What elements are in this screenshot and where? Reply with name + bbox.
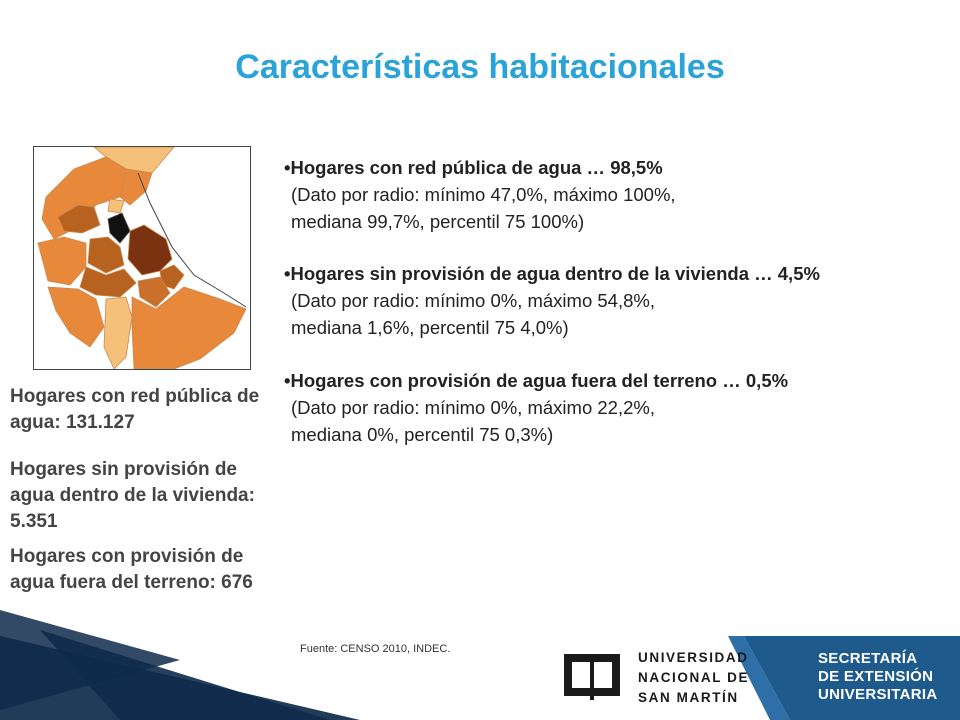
- unsam-logo-icon: [564, 654, 620, 700]
- university-name: UNIVERSIDAD NACIONAL DE SAN MARTÍN: [638, 650, 750, 705]
- bullet-item: •Hogares con provisión de agua fuera del…: [284, 368, 904, 448]
- map-region: [107, 212, 131, 244]
- source-note: Fuente: CENSO 2010, INDEC.: [300, 643, 451, 655]
- bullet-detail: (Dato por radio: mínimo 47,0%, máximo 10…: [291, 183, 676, 232]
- map-region: [87, 236, 125, 274]
- map-region: [107, 198, 125, 214]
- map-region: [37, 236, 87, 286]
- page-title: Características habitacionales: [235, 48, 725, 86]
- coastline: [137, 172, 247, 308]
- bullet-item: •Hogares con red pública de agua … 98,5%…: [284, 155, 904, 235]
- bullet-detail: (Dato por radio: mínimo 0%, máximo 22,2%…: [291, 396, 655, 445]
- map-region: [57, 204, 101, 234]
- bullet-head: •Hogares con provisión de agua fuera del…: [284, 369, 789, 391]
- bullet-head: •Hogares con red pública de agua … 98,5%: [284, 157, 663, 178]
- bullet-item: •Hogares sin provisión de agua dentro de…: [284, 261, 904, 341]
- map-region: [103, 296, 133, 369]
- stats-panel: Hogares con red pública de agua: 131.127…: [10, 384, 278, 617]
- map-region: [131, 286, 247, 369]
- map-region: [127, 224, 173, 276]
- chevron-arrow-icon: [0, 610, 330, 720]
- bullet-head: •Hogares sin provisión de agua dentro de…: [284, 263, 820, 285]
- stat-fuera-terreno: Hogares con provisión de agua fuera del …: [10, 546, 253, 593]
- map-region: [79, 266, 137, 298]
- stat-sin-provision: Hogares sin provisión de agua dentro de …: [10, 459, 255, 532]
- choropleth-map: [33, 146, 251, 370]
- stat-red-publica: Hogares con red pública de agua: 131.127: [10, 386, 260, 433]
- map-region: [119, 168, 153, 206]
- map-region: [137, 276, 171, 308]
- map-region: [47, 286, 105, 348]
- secretaria-name: SECRETARÍA DE EXTENSIÓN UNIVERSITARIA: [818, 650, 938, 703]
- bullet-detail: (Dato por radio: mínimo 0%, máximo 54,8%…: [291, 290, 655, 339]
- bullet-list: •Hogares con red pública de agua … 98,5%…: [284, 155, 904, 474]
